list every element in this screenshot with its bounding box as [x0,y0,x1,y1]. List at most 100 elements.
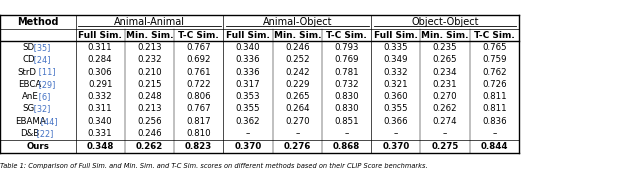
Text: Animal-Object: Animal-Object [262,17,332,27]
Text: 0.830: 0.830 [334,92,359,101]
Text: [35]: [35] [31,43,51,52]
Text: StrD: StrD [18,68,36,77]
Text: 0.844: 0.844 [481,142,508,151]
Text: 0.349: 0.349 [383,55,408,64]
Text: –: – [394,129,398,138]
Text: 0.213: 0.213 [137,43,162,52]
Text: 0.306: 0.306 [88,68,113,77]
Text: 0.317: 0.317 [236,80,260,89]
Text: 0.215: 0.215 [137,80,162,89]
Text: 0.726: 0.726 [482,80,507,89]
Text: –: – [443,129,447,138]
Text: 0.311: 0.311 [88,104,113,113]
Text: 0.868: 0.868 [333,142,360,151]
Text: Full Sim.: Full Sim. [78,31,122,40]
Text: 0.767: 0.767 [186,104,211,113]
Text: Object-Object: Object-Object [412,17,479,27]
Text: [32]: [32] [31,104,51,113]
Text: T-C Sim.: T-C Sim. [179,31,219,40]
Text: –: – [492,129,497,138]
Text: 0.332: 0.332 [88,92,113,101]
Text: Method: Method [17,17,58,27]
Text: 0.817: 0.817 [186,117,211,126]
Text: Full Sim.: Full Sim. [374,31,418,40]
Text: 0.823: 0.823 [185,142,212,151]
Text: [44]: [44] [38,117,58,126]
Text: 0.311: 0.311 [88,43,113,52]
Text: [22]: [22] [34,129,53,138]
Text: [24]: [24] [31,55,51,64]
Text: Min. Sim.: Min. Sim. [421,31,469,40]
Text: 0.291: 0.291 [88,80,113,89]
Text: SG: SG [22,104,35,113]
Text: D&B: D&B [20,129,39,138]
Text: 0.340: 0.340 [236,43,260,52]
Text: 0.235: 0.235 [433,43,458,52]
Text: 0.692: 0.692 [186,55,211,64]
Text: [29]: [29] [36,80,56,89]
Text: EBAMA: EBAMA [15,117,46,126]
Text: 0.810: 0.810 [186,129,211,138]
Text: 0.830: 0.830 [334,104,359,113]
Text: 0.276: 0.276 [284,142,311,151]
Text: 0.265: 0.265 [433,55,458,64]
Text: 0.284: 0.284 [88,55,113,64]
Text: [11]: [11] [36,68,56,77]
Text: Table 1: Comparison of Full Sim. and Min. Sim. and T-C Sim. scores on different : Table 1: Comparison of Full Sim. and Min… [0,163,428,169]
Text: 0.370: 0.370 [234,142,262,151]
Text: 0.761: 0.761 [186,68,211,77]
Text: 0.836: 0.836 [482,117,507,126]
Text: 0.213: 0.213 [137,104,162,113]
Text: –: – [295,129,300,138]
Text: 0.340: 0.340 [88,117,113,126]
Text: –: – [246,129,250,138]
Text: [6]: [6] [36,92,51,101]
Text: 0.353: 0.353 [236,92,260,101]
Text: 0.335: 0.335 [383,43,408,52]
Text: 0.252: 0.252 [285,55,310,64]
Text: 0.722: 0.722 [186,80,211,89]
Text: 0.262: 0.262 [433,104,458,113]
Text: 0.336: 0.336 [236,68,260,77]
Text: 0.234: 0.234 [433,68,458,77]
Text: 0.246: 0.246 [137,129,162,138]
Text: Ours: Ours [26,142,49,151]
Text: 0.811: 0.811 [482,104,507,113]
Text: 0.210: 0.210 [137,68,162,77]
Text: 0.270: 0.270 [433,92,458,101]
Text: 0.366: 0.366 [383,117,408,126]
Text: AnE: AnE [22,92,39,101]
Text: 0.232: 0.232 [137,55,162,64]
Text: 0.336: 0.336 [236,55,260,64]
Text: 0.265: 0.265 [285,92,310,101]
Text: 0.793: 0.793 [334,43,359,52]
Text: 0.274: 0.274 [433,117,458,126]
Text: 0.332: 0.332 [383,68,408,77]
Text: 0.275: 0.275 [431,142,459,151]
Text: 0.270: 0.270 [285,117,310,126]
Text: Min. Sim.: Min. Sim. [125,31,173,40]
Text: T-C Sim.: T-C Sim. [474,31,515,40]
Text: 0.769: 0.769 [334,55,359,64]
Text: 0.242: 0.242 [285,68,310,77]
Text: 0.811: 0.811 [482,92,507,101]
Text: T-C Sim.: T-C Sim. [326,31,367,40]
Text: 0.262: 0.262 [136,142,163,151]
Text: 0.360: 0.360 [383,92,408,101]
Text: Animal-Animal: Animal-Animal [114,17,185,27]
Text: 0.767: 0.767 [186,43,211,52]
Text: 0.321: 0.321 [383,80,408,89]
Text: CD: CD [22,55,35,64]
Text: 0.370: 0.370 [382,142,410,151]
Text: EBCA: EBCA [18,80,41,89]
Text: 0.231: 0.231 [433,80,458,89]
Text: 0.781: 0.781 [334,68,359,77]
Text: 0.732: 0.732 [334,80,359,89]
Text: 0.256: 0.256 [137,117,162,126]
Text: –: – [344,129,349,138]
Text: 0.248: 0.248 [137,92,162,101]
Text: Full Sim.: Full Sim. [226,31,270,40]
Text: Min. Sim.: Min. Sim. [273,31,321,40]
Text: 0.362: 0.362 [236,117,260,126]
Text: 0.759: 0.759 [482,55,507,64]
